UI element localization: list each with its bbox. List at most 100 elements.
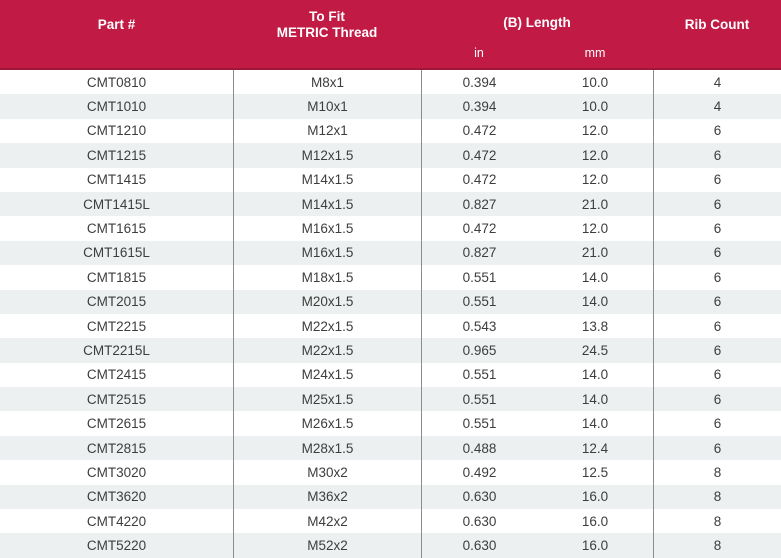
- rib-count-cell: 6: [653, 143, 781, 168]
- rib-count-cell: 8: [653, 484, 781, 510]
- rib-count-cell: 8: [653, 509, 781, 534]
- thread-size-cell: M16x1.5: [233, 216, 421, 241]
- table-row: CMT2615 M26x1.5 0.551 14.0 6: [0, 411, 781, 436]
- thread-size-cell: M8x1: [233, 70, 421, 95]
- length-mm-cell: 12.0: [581, 172, 609, 188]
- column-header-b-length: (B) Length: [503, 14, 571, 30]
- length-in-cell: 0.551: [421, 387, 537, 412]
- length-mm-cell: 14.0: [581, 391, 609, 407]
- rib-count-cell: 8: [653, 460, 781, 485]
- rib-count-cell: 6: [653, 118, 781, 144]
- subcolumn-header-millimeters: mm: [584, 46, 606, 60]
- table-row: CMT2215 M22x1.5 0.543 13.8 6: [0, 313, 781, 339]
- part-number-cell: CMT1415L: [83, 196, 150, 212]
- length-in-cell: 0.551: [421, 265, 537, 290]
- length-in-cell: 0.394: [421, 94, 537, 119]
- rib-count-cell: 6: [653, 240, 781, 266]
- table-row: CMT1615 M16x1.5 0.472 12.0 6: [0, 216, 781, 241]
- length-mm-cell: 12.0: [581, 221, 609, 237]
- part-number-cell: CMT1415: [86, 172, 147, 188]
- length-mm-cell: 21.0: [581, 245, 609, 261]
- length-in-cell: 0.630: [421, 509, 537, 534]
- part-number-cell: CMT5220: [86, 538, 147, 554]
- rib-count-cell: 8: [653, 533, 781, 558]
- part-number-cell: CMT1210: [86, 123, 147, 139]
- table-row: CMT2015 M20x1.5 0.551 14.0 6: [0, 289, 781, 314]
- length-mm-cell: 16.0: [581, 489, 609, 505]
- rib-count-cell: 6: [653, 362, 781, 388]
- length-in-cell: 0.488: [421, 435, 537, 461]
- thread-size-cell: M26x1.5: [233, 411, 421, 436]
- column-header-part-number: Part #: [97, 16, 136, 32]
- part-number-cell: CMT1615L: [83, 245, 150, 261]
- thread-size-cell: M18x1.5: [233, 265, 421, 290]
- length-mm-cell: 16.0: [581, 538, 609, 554]
- thread-size-cell: M30x2: [233, 460, 421, 485]
- rib-count-cell: 6: [653, 313, 781, 339]
- table-row: CMT5220 M52x2 0.630 16.0 8: [0, 533, 781, 558]
- rib-count-cell: 6: [653, 167, 781, 192]
- thread-size-cell: M14x1.5: [233, 167, 421, 192]
- length-in-cell: 0.472: [421, 167, 537, 192]
- table-row: CMT1615L M16x1.5 0.827 21.0 6: [0, 240, 781, 266]
- thread-size-cell: M14x1.5: [233, 191, 421, 217]
- length-in-cell: 0.472: [421, 216, 537, 241]
- part-number-cell: CMT2215: [86, 318, 147, 334]
- to-fit-line2: METRIC Thread: [276, 25, 378, 40]
- table-row: CMT0810 M8x1 0.394 10.0 4: [0, 70, 781, 95]
- thread-size-cell: M42x2: [233, 509, 421, 534]
- length-mm-cell: 24.5: [581, 342, 609, 358]
- length-in-cell: 0.394: [421, 70, 537, 95]
- length-in-cell: 0.472: [421, 143, 537, 168]
- part-number-cell: CMT1815: [86, 269, 147, 285]
- rib-count-cell: 4: [653, 70, 781, 95]
- part-number-cell: CMT2015: [86, 294, 147, 310]
- column-header-rib-count: Rib Count: [684, 16, 750, 32]
- thread-size-cell: M22x1.5: [233, 338, 421, 363]
- to-fit-line1: To Fit: [309, 8, 345, 24]
- table-row: CMT1215 M12x1.5 0.472 12.0 6: [0, 143, 781, 168]
- part-number-cell: CMT3020: [86, 464, 147, 480]
- table-row: CMT1415L M14x1.5 0.827 21.0 6: [0, 191, 781, 217]
- table-row: CMT2415 M24x1.5 0.551 14.0 6: [0, 362, 781, 388]
- table-header: Part # To Fit METRIC Thread (B) Length R…: [0, 0, 781, 70]
- rib-count-cell: 6: [653, 289, 781, 314]
- table-body: CMT0810 M8x1 0.394 10.0 4 CMT1010 M10x1 …: [0, 70, 781, 558]
- length-mm-cell: 16.0: [581, 513, 609, 529]
- thread-size-cell: M24x1.5: [233, 362, 421, 388]
- length-mm-cell: 13.8: [581, 318, 609, 334]
- thread-size-cell: M28x1.5: [233, 435, 421, 461]
- length-mm-cell: 14.0: [581, 367, 609, 383]
- part-number-cell: CMT4220: [86, 513, 147, 529]
- thread-size-cell: M22x1.5: [233, 313, 421, 339]
- table-row: CMT3620 M36x2 0.630 16.0 8: [0, 484, 781, 510]
- table-row: CMT1010 M10x1 0.394 10.0 4: [0, 94, 781, 119]
- length-mm-cell: 12.0: [581, 147, 609, 163]
- table-row: CMT1415 M14x1.5 0.472 12.0 6: [0, 167, 781, 192]
- thread-size-cell: M36x2: [233, 484, 421, 510]
- rib-count-cell: 6: [653, 435, 781, 461]
- table-row: CMT3020 M30x2 0.492 12.5 8: [0, 460, 781, 485]
- table-row: CMT1815 M18x1.5 0.551 14.0 6: [0, 265, 781, 290]
- thread-size-cell: M10x1: [233, 94, 421, 119]
- part-number-cell: CMT1615: [86, 221, 147, 237]
- thread-size-cell: M12x1: [233, 118, 421, 144]
- length-mm-cell: 14.0: [581, 294, 609, 310]
- length-in-cell: 0.551: [421, 362, 537, 388]
- part-number-cell: CMT2615: [86, 416, 147, 432]
- length-in-cell: 0.543: [421, 313, 537, 339]
- part-number-cell: CMT1010: [86, 99, 147, 115]
- length-mm-cell: 10.0: [581, 99, 609, 115]
- length-in-cell: 0.472: [421, 118, 537, 144]
- length-in-cell: 0.551: [421, 289, 537, 314]
- length-in-cell: 0.827: [421, 240, 537, 266]
- rib-count-cell: 6: [653, 411, 781, 436]
- length-mm-cell: 21.0: [581, 196, 609, 212]
- length-mm-cell: 12.4: [581, 440, 609, 456]
- length-mm-cell: 14.0: [581, 416, 609, 432]
- thread-size-cell: M25x1.5: [233, 387, 421, 412]
- rib-count-cell: 4: [653, 94, 781, 119]
- rib-count-cell: 6: [653, 191, 781, 217]
- length-in-cell: 0.630: [421, 533, 537, 558]
